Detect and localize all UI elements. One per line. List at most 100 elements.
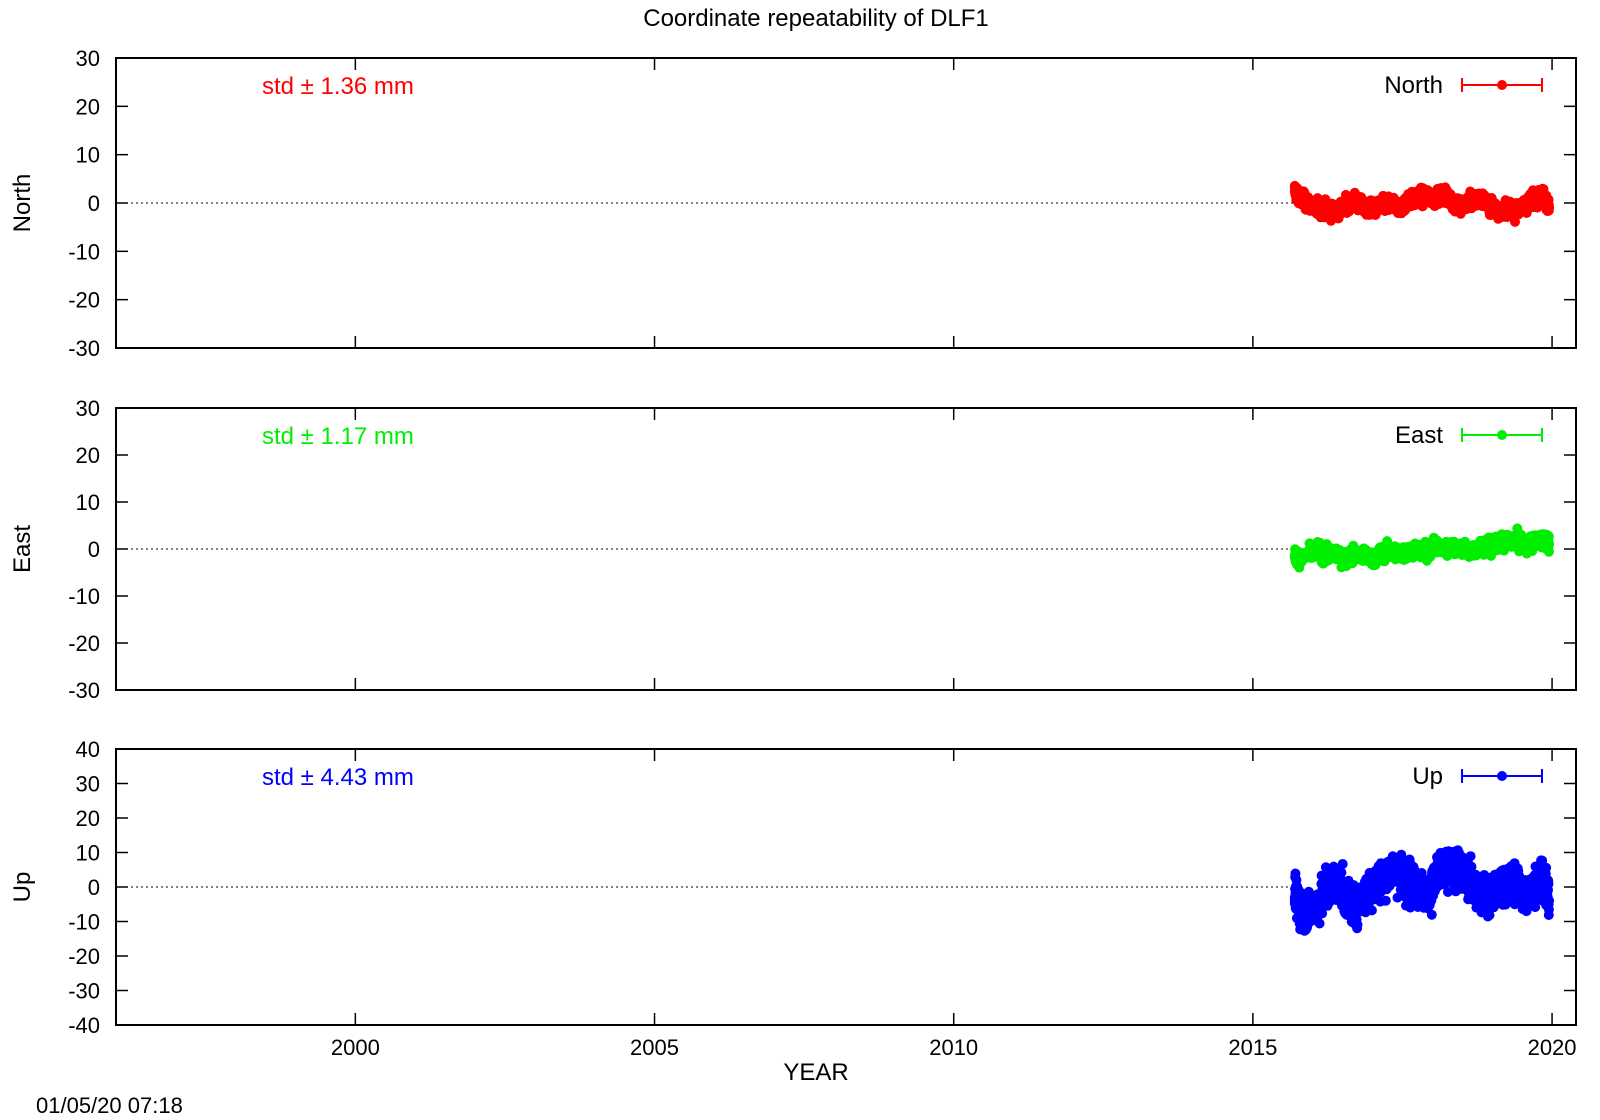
data-point: [1529, 537, 1540, 547]
data-point: [1394, 868, 1405, 879]
legend-marker: [1497, 430, 1507, 440]
data-point: [1322, 551, 1333, 561]
data-point: [1376, 548, 1387, 559]
data-point: [1385, 546, 1396, 557]
y-tick-label: -10: [68, 239, 100, 264]
data-point: [1543, 904, 1554, 915]
std-annotation: std ± 4.43 mm: [262, 764, 414, 791]
legend-label: North: [1384, 72, 1443, 99]
y-tick-label: -30: [68, 336, 100, 361]
y-tick-label: -20: [68, 631, 100, 656]
y-tick-label: 0: [88, 875, 100, 900]
data-point: [1340, 553, 1351, 564]
data-point: [1538, 871, 1549, 882]
chart-title: Coordinate repeatability of DLF1: [643, 5, 989, 32]
data-point: [1484, 895, 1495, 906]
data-point: [1493, 882, 1504, 892]
data-point: [1412, 882, 1423, 892]
data-point: [1466, 878, 1477, 889]
data-points: [1289, 180, 1555, 227]
data-point: [1529, 193, 1540, 204]
legend-label: Up: [1412, 763, 1443, 790]
y-tick-label: -40: [68, 1013, 100, 1038]
std-annotation: std ± 1.17 mm: [262, 423, 414, 450]
data-point: [1520, 200, 1531, 211]
data-point: [1380, 895, 1391, 906]
data-point: [1457, 200, 1468, 211]
data-point: [1457, 871, 1468, 882]
x-tick-label: 2010: [929, 1035, 978, 1060]
data-point: [1544, 895, 1555, 906]
data-point: [1349, 899, 1360, 910]
data-point: [1337, 859, 1348, 869]
data-point: [1403, 878, 1414, 889]
data-point: [1412, 544, 1423, 554]
y-tick-label: 30: [76, 396, 100, 421]
y-tick-label: -20: [68, 944, 100, 969]
data-point: [1475, 888, 1486, 899]
data-point: [1520, 539, 1531, 550]
data-points: [1289, 523, 1555, 573]
data-point: [1430, 875, 1441, 886]
y-tick-label: 20: [76, 806, 100, 831]
data-point: [1484, 200, 1495, 211]
data-point: [1295, 193, 1306, 204]
data-point: [1331, 207, 1342, 218]
data-point: [1289, 185, 1300, 196]
y-tick-label: 30: [76, 772, 100, 797]
y-tick-label: -30: [68, 979, 100, 1004]
timestamp: 01/05/20 07:18: [36, 1093, 183, 1118]
panel-east: 30 20 10 0 -10 -20 -30 East std ± 1.17 mm East: [9, 396, 1577, 703]
data-point: [1349, 548, 1360, 559]
data-point: [1394, 202, 1405, 213]
data-point: [1385, 864, 1396, 875]
y-tick-label: 20: [76, 94, 100, 119]
data-point: [1511, 878, 1522, 889]
data-point: [1331, 875, 1342, 886]
data-point: [1511, 205, 1522, 216]
data-point: [1421, 190, 1432, 201]
y-tick-label: 40: [76, 737, 100, 762]
data-point: [1439, 864, 1450, 875]
y-tick-label: 10: [76, 841, 100, 866]
data-point: [1313, 202, 1324, 213]
x-tick-label: 2015: [1228, 1035, 1277, 1060]
data-point: [1426, 909, 1437, 920]
data-point: [1376, 200, 1387, 211]
y-tick-label: 10: [76, 490, 100, 515]
data-point: [1520, 892, 1531, 903]
data-point: [1502, 202, 1513, 213]
data-point: [1538, 190, 1549, 201]
data-point: [1358, 888, 1369, 899]
data-point: [1502, 537, 1513, 547]
data-point: [1313, 895, 1324, 906]
data-point: [1340, 200, 1351, 211]
data-point: [1430, 193, 1441, 204]
data-point: [1439, 188, 1450, 199]
data-point: [1448, 198, 1459, 208]
y-tick-label: -20: [68, 288, 100, 313]
data-point: [1439, 544, 1450, 554]
y-tick-label: 30: [76, 46, 100, 71]
x-tick-label: 2005: [630, 1035, 679, 1060]
data-point: [1475, 193, 1486, 204]
x-tick-label: 2000: [331, 1035, 380, 1060]
legend-marker: [1497, 80, 1507, 90]
data-point: [1295, 902, 1306, 913]
data-point: [1352, 919, 1363, 930]
data-point: [1466, 195, 1477, 206]
data-point: [1421, 546, 1432, 557]
data-point: [1358, 202, 1369, 213]
x-axis-label: YEAR: [783, 1059, 848, 1086]
data-point: [1322, 205, 1333, 216]
y-tick-label: -10: [68, 584, 100, 609]
data-point: [1484, 541, 1495, 552]
data-point: [1511, 534, 1522, 545]
data-point: [1430, 541, 1441, 552]
data-point: [1331, 548, 1342, 559]
legend-marker: [1497, 771, 1507, 781]
data-point: [1493, 539, 1504, 550]
